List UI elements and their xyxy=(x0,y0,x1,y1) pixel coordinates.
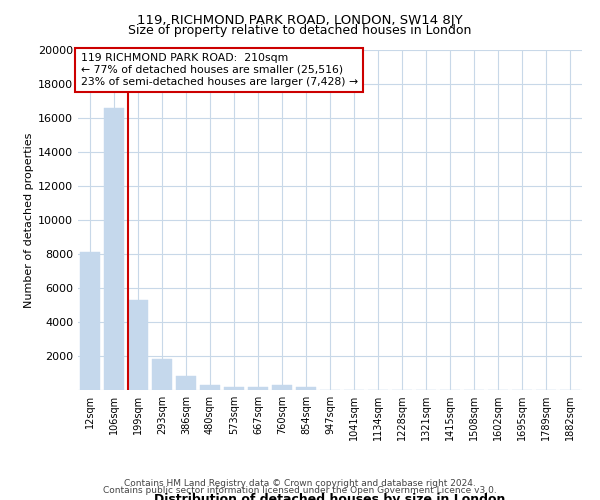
Bar xyxy=(248,386,268,390)
Bar xyxy=(128,300,148,390)
Bar xyxy=(176,376,196,390)
Bar xyxy=(104,108,124,390)
Text: 119 RICHMOND PARK ROAD:  210sqm
← 77% of detached houses are smaller (25,516)
23: 119 RICHMOND PARK ROAD: 210sqm ← 77% of … xyxy=(80,54,358,86)
Bar xyxy=(200,385,220,390)
X-axis label: Distribution of detached houses by size in London: Distribution of detached houses by size … xyxy=(154,493,506,500)
Text: Contains HM Land Registry data © Crown copyright and database right 2024.: Contains HM Land Registry data © Crown c… xyxy=(124,478,476,488)
Text: Size of property relative to detached houses in London: Size of property relative to detached ho… xyxy=(128,24,472,37)
Text: 119, RICHMOND PARK ROAD, LONDON, SW14 8JY: 119, RICHMOND PARK ROAD, LONDON, SW14 8J… xyxy=(137,14,463,27)
Bar xyxy=(296,388,316,390)
Bar xyxy=(272,385,292,390)
Text: Contains public sector information licensed under the Open Government Licence v3: Contains public sector information licen… xyxy=(103,486,497,495)
Bar xyxy=(152,360,172,390)
Y-axis label: Number of detached properties: Number of detached properties xyxy=(24,132,34,308)
Bar xyxy=(80,252,100,390)
Bar xyxy=(224,386,244,390)
